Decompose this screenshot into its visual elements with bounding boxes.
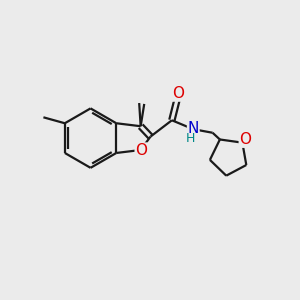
Text: N: N bbox=[188, 121, 199, 136]
Text: O: O bbox=[135, 143, 147, 158]
Text: O: O bbox=[172, 86, 184, 101]
Text: O: O bbox=[239, 132, 251, 147]
Text: H: H bbox=[186, 132, 196, 145]
